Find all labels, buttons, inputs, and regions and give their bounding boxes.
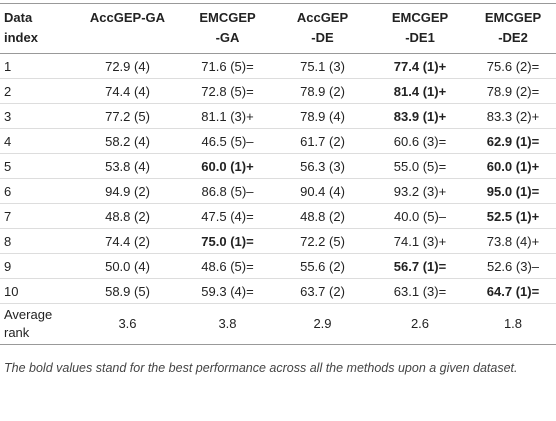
table-cell: 2.6	[370, 303, 470, 345]
table-row: 9 50.0 (4) 48.6 (5)= 55.6 (2) 56.7 (1)= 52.6 …	[0, 253, 556, 279]
table-cell: 72.8 (5)=	[180, 78, 275, 104]
table-cell: 53.8 (4)	[75, 153, 180, 179]
table-cell: 48.8 (2)	[275, 203, 370, 229]
table-cell: 52.6 (3)–	[470, 253, 556, 279]
table-cell: 55.6 (2)	[275, 253, 370, 279]
table-cell: 74.4 (2)	[75, 228, 180, 254]
table-cell: 50.0 (4)	[75, 253, 180, 279]
table-row: 8 74.4 (2) 75.0 (1)= 72.2 (5) 74.1 (3)+ 73.8 …	[0, 228, 556, 254]
table-row: Average rank 3.6 3.8 2.9 2.6 1.8	[0, 303, 556, 345]
table-cell: 10	[0, 278, 75, 304]
results-table: Data index AccGEP-GA EMCGEP -GA AccGEP -DE EMCG…	[0, 3, 556, 345]
table-cell: 94.9 (2)	[75, 178, 180, 204]
table-cell: 1	[0, 53, 75, 79]
table-cell: 93.2 (3)+	[370, 178, 470, 204]
table-row: 4 58.2 (4) 46.5 (5)– 61.7 (2) 60.6 (3)= 62.9 …	[0, 128, 556, 154]
table-cell: 78.9 (2)	[275, 78, 370, 104]
table-cell: 83.3 (2)+	[470, 103, 556, 129]
table-cell: 78.9 (4)	[275, 103, 370, 129]
table-cell: 46.5 (5)–	[180, 128, 275, 154]
table-cell: 60.0 (1)+	[470, 153, 556, 179]
table-cell: 73.8 (4)+	[470, 228, 556, 254]
table-cell: 40.0 (5)–	[370, 203, 470, 229]
table-cell: 6	[0, 178, 75, 204]
table-row: 5 53.8 (4) 60.0 (1)+ 56.3 (3) 55.0 (5)= 60.0 …	[0, 153, 556, 179]
table-cell: 86.8 (5)–	[180, 178, 275, 204]
table-cell: 61.7 (2)	[275, 128, 370, 154]
table-row: 1 72.9 (4) 71.6 (5)= 75.1 (3) 77.4 (1)+ 75.6 …	[0, 53, 556, 79]
table-cell: 8	[0, 228, 75, 254]
table-cell: 95.0 (1)=	[470, 178, 556, 204]
header-line: -DE	[311, 30, 334, 45]
header-line: AccGEP-GA	[89, 10, 166, 25]
table-row: 10 58.9 (5) 59.3 (4)= 63.7 (2) 63.1 (3)= 64.7…	[0, 278, 556, 304]
table-row: 3 77.2 (5) 81.1 (3)+ 78.9 (4) 83.9 (1)+ 83.3 …	[0, 103, 556, 129]
table-cell: 75.1 (3)	[275, 53, 370, 79]
table-cell: 64.7 (1)=	[470, 278, 556, 304]
header-cell: EMCGEP -DE2	[470, 3, 556, 54]
table-cell: 48.6 (5)=	[180, 253, 275, 279]
header-line: -DE2	[498, 30, 528, 45]
table-cell: 75.6 (2)=	[470, 53, 556, 79]
table-cell: 55.0 (5)=	[370, 153, 470, 179]
table-cell: 3.8	[180, 303, 275, 345]
header-row: Data index AccGEP-GA EMCGEP -GA AccGEP -DE EMCG…	[0, 3, 556, 54]
table-row: 6 94.9 (2) 86.8 (5)– 90.4 (4) 93.2 (3)+ 95.0 …	[0, 178, 556, 204]
table-cell: 58.9 (5)	[75, 278, 180, 304]
table-cell: 60.6 (3)=	[370, 128, 470, 154]
table-cell: 74.4 (4)	[75, 78, 180, 104]
table-cell: 72.9 (4)	[75, 53, 180, 79]
header-line: EMCGEP	[199, 10, 256, 25]
table-cell: Average rank	[0, 303, 75, 345]
header-line: EMCGEP	[484, 10, 542, 25]
header-cell: EMCGEP -GA	[180, 3, 275, 54]
table-cell: 63.7 (2)	[275, 278, 370, 304]
table-cell: 47.5 (4)=	[180, 203, 275, 229]
table-cell: 90.4 (4)	[275, 178, 370, 204]
header-cell: EMCGEP -DE1	[370, 3, 470, 54]
table-cell: 3.6	[75, 303, 180, 345]
header-cell: AccGEP -DE	[275, 3, 370, 54]
table-cell: 59.3 (4)=	[180, 278, 275, 304]
table-cell: 63.1 (3)=	[370, 278, 470, 304]
table-cell: 62.9 (1)=	[470, 128, 556, 154]
table-cell: 7	[0, 203, 75, 229]
header-line: index	[4, 30, 38, 45]
table-cell: 71.6 (5)=	[180, 53, 275, 79]
table-cell: 2	[0, 78, 75, 104]
table-cell: 78.9 (2)=	[470, 78, 556, 104]
table-cell: 56.3 (3)	[275, 153, 370, 179]
table-row: 7 48.8 (2) 47.5 (4)= 48.8 (2) 40.0 (5)– 52.5 …	[0, 203, 556, 229]
header-line: Data	[4, 10, 33, 25]
table-cell: 83.9 (1)+	[370, 103, 470, 129]
table-cell: 60.0 (1)+	[180, 153, 275, 179]
table-cell: 81.1 (3)+	[180, 103, 275, 129]
header-line: AccGEP	[296, 10, 349, 25]
table-body: 1 72.9 (4) 71.6 (5)= 75.1 (3) 77.4 (1)+ 75.6 …	[0, 53, 556, 345]
table-cell: 56.7 (1)=	[370, 253, 470, 279]
table-cell: 75.0 (1)=	[180, 228, 275, 254]
table-cell: 3	[0, 103, 75, 129]
table-cell: 81.4 (1)+	[370, 78, 470, 104]
table-cell: 48.8 (2)	[75, 203, 180, 229]
footnote: The bold values stand for the best perfo…	[4, 361, 518, 375]
table-cell: 58.2 (4)	[75, 128, 180, 154]
header-line: EMCGEP	[391, 10, 449, 25]
table-cell: 9	[0, 253, 75, 279]
header-cell: Data index	[0, 3, 75, 54]
table-cell: 72.2 (5)	[275, 228, 370, 254]
header-cell: AccGEP-GA	[75, 3, 180, 54]
header-line: -GA	[215, 30, 240, 45]
header-line: -DE1	[405, 30, 435, 45]
table-cell: 2.9	[275, 303, 370, 345]
table-cell: 1.8	[470, 303, 556, 345]
table-cell: 5	[0, 153, 75, 179]
table-cell: 77.4 (1)+	[370, 53, 470, 79]
table-cell: 52.5 (1)+	[470, 203, 556, 229]
table-cell: 4	[0, 128, 75, 154]
table-row: 2 74.4 (4) 72.8 (5)= 78.9 (2) 81.4 (1)+ 78.9 …	[0, 78, 556, 104]
table-cell: 74.1 (3)+	[370, 228, 470, 254]
table-cell: 77.2 (5)	[75, 103, 180, 129]
